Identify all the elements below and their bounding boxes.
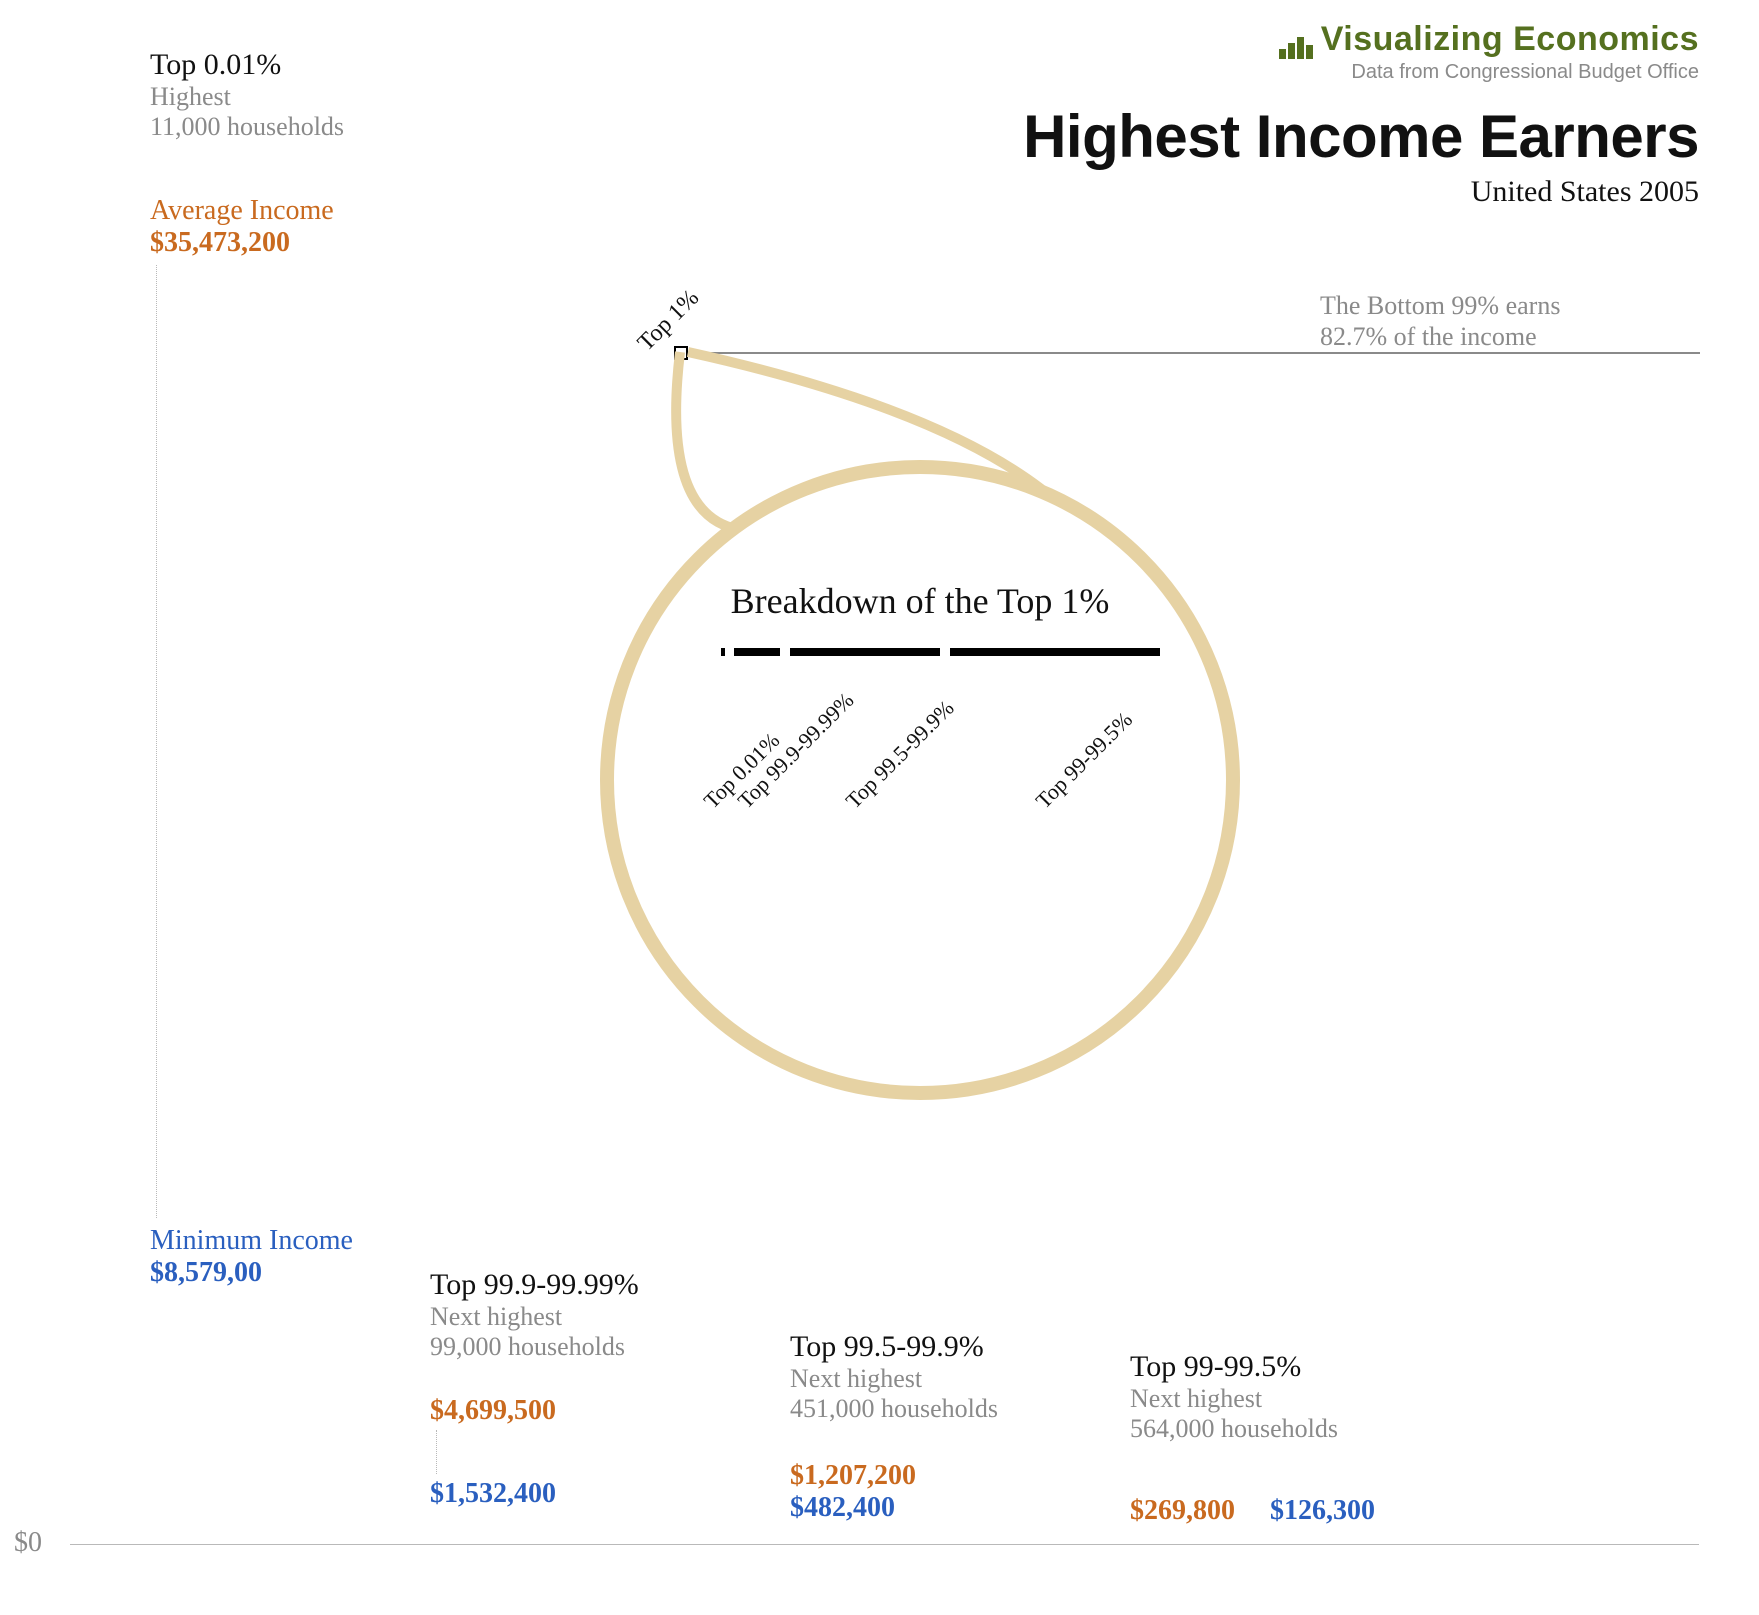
- group-avg-block: $1,207,200: [790, 1460, 916, 1492]
- group-min-block: $126,300: [1270, 1495, 1375, 1527]
- brand-text: Visualizing Economics: [1321, 20, 1699, 58]
- group-sub2: 11,000 households: [150, 112, 344, 142]
- group-avg-block: Average Income$35,473,200: [150, 195, 334, 259]
- group-connector: [156, 265, 157, 1218]
- group-min-block: $1,532,400: [430, 1478, 556, 1510]
- min-income-label: Minimum Income: [150, 1225, 353, 1257]
- avg-income-label: Average Income: [150, 195, 334, 227]
- group-avg-block: $4,699,500: [430, 1395, 556, 1427]
- axis-baseline: [70, 1544, 1699, 1545]
- lens-segment: [790, 648, 940, 656]
- group-connector: [436, 1430, 437, 1474]
- group-sub2: 451,000 households: [790, 1394, 998, 1424]
- page-title: Highest Income Earners: [1023, 102, 1699, 171]
- avg-income-value: $1,207,200: [790, 1460, 916, 1492]
- bottom99-line1: The Bottom 99% earns: [1320, 290, 1560, 321]
- bottom99-line2: 82.7% of the income: [1320, 321, 1560, 352]
- group-block: Top 99.5-99.9%Next highest451,000 househ…: [790, 1330, 998, 1424]
- barchart-icon: [1279, 20, 1315, 59]
- group-title: Top 99-99.5%: [1130, 1350, 1338, 1384]
- min-income-value: $1,532,400: [430, 1478, 556, 1510]
- page-subtitle: United States 2005: [1023, 175, 1699, 209]
- top1-label: Top 1%: [633, 285, 705, 357]
- lens-segment: [950, 648, 1160, 656]
- avg-income-value: $35,473,200: [150, 227, 334, 259]
- min-income-value: $126,300: [1270, 1495, 1375, 1527]
- brand-logo: Visualizing Economics: [1023, 20, 1699, 59]
- group-title: Top 0.01%: [150, 48, 344, 82]
- header-block: Visualizing Economics Data from Congressi…: [1023, 20, 1699, 209]
- lens-segment: [734, 648, 780, 656]
- axis-zero-label: $0: [14, 1527, 42, 1559]
- bottom99-text: The Bottom 99% earns82.7% of the income: [1320, 290, 1560, 352]
- avg-income-value: $4,699,500: [430, 1395, 556, 1427]
- group-title: Top 99.5-99.9%: [790, 1330, 998, 1364]
- group-min-block: $482,400: [790, 1492, 895, 1524]
- top1-marker-icon: [674, 346, 688, 360]
- group-block: Top 0.01%Highest11,000 households: [150, 48, 344, 142]
- group-sub2: 564,000 households: [1130, 1414, 1338, 1444]
- avg-income-value: $269,800: [1130, 1495, 1235, 1527]
- group-title: Top 99.9-99.99%: [430, 1268, 639, 1302]
- group-avg-block: $269,800: [1130, 1495, 1235, 1527]
- lens-title: Breakdown of the Top 1%: [600, 580, 1240, 622]
- lens-circle: [600, 460, 1240, 1100]
- group-sub1: Highest: [150, 82, 344, 112]
- group-sub2: 99,000 households: [430, 1332, 639, 1362]
- min-income-value: $8,579,00: [150, 1257, 353, 1289]
- lens-segment: [721, 648, 725, 656]
- min-income-value: $482,400: [790, 1492, 895, 1524]
- group-block: Top 99.9-99.99%Next highest99,000 househ…: [430, 1268, 639, 1362]
- group-sub1: Next highest: [790, 1364, 998, 1394]
- group-sub1: Next highest: [430, 1302, 639, 1332]
- group-block: Top 99-99.5%Next highest564,000 househol…: [1130, 1350, 1338, 1444]
- group-sub1: Next highest: [1130, 1384, 1338, 1414]
- group-min-block: Minimum Income$8,579,00: [150, 1225, 353, 1289]
- brand-subtitle: Data from Congressional Budget Office: [1023, 61, 1699, 84]
